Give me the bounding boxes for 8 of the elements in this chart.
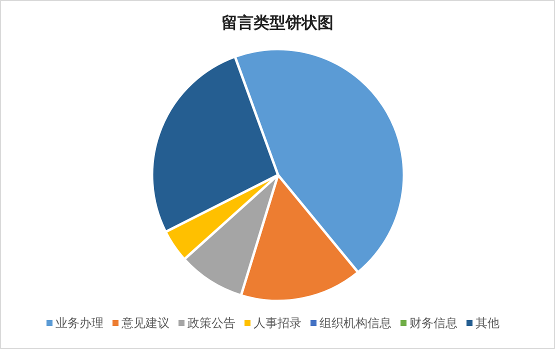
legend-label: 人事招录 bbox=[254, 316, 302, 330]
legend-label: 政策公告 bbox=[188, 316, 236, 330]
legend-label: 业务办理 bbox=[56, 316, 104, 330]
legend-label: 组织机构信息 bbox=[320, 316, 392, 330]
legend-label: 其他 bbox=[476, 316, 500, 330]
legend-label: 意见建议 bbox=[120, 316, 170, 330]
chart-title: 留言类型饼状图 bbox=[222, 13, 334, 32]
legend-label: 财务信息 bbox=[410, 316, 458, 330]
